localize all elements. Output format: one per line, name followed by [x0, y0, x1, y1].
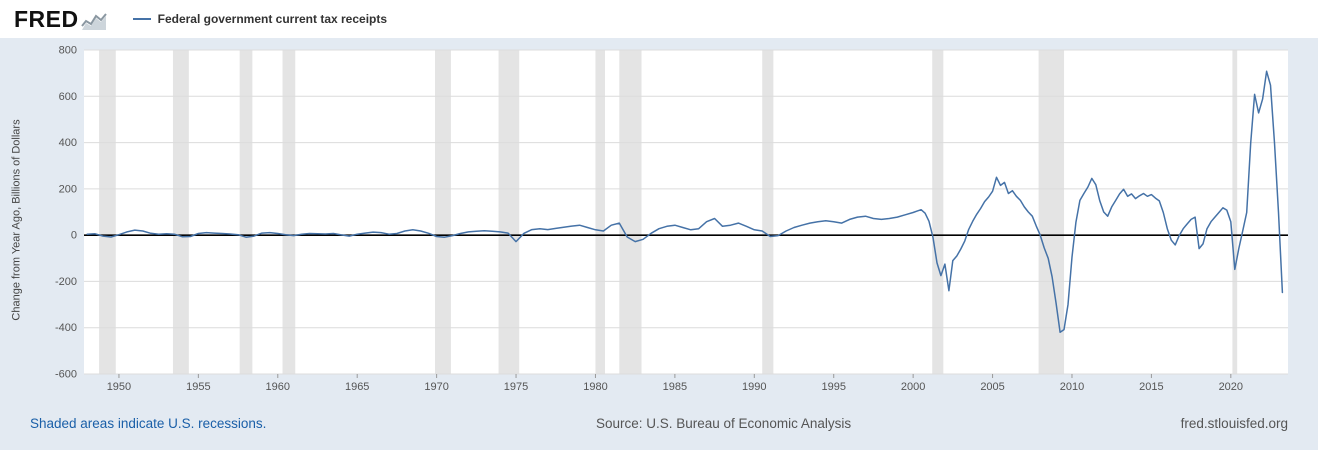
recession-band [595, 50, 605, 374]
source-text: Source: U.S. Bureau of Economic Analysis [595, 415, 852, 431]
y-tick-label: 600 [59, 91, 77, 103]
recession-band [762, 50, 774, 374]
chart-region: Change from Year Ago, Billions of Dollar… [0, 38, 1318, 402]
y-axis-title-wrap: Change from Year Ago, Billions of Dollar… [0, 38, 34, 402]
x-tick-label: 2015 [1139, 381, 1163, 393]
x-tick-label: 1950 [107, 381, 131, 393]
x-tick-label: 1990 [742, 381, 766, 393]
recession-band [1038, 50, 1065, 374]
x-tick-label: 1965 [345, 381, 369, 393]
series-line [86, 70, 1284, 334]
legend-label: Federal government current tax receipts [157, 12, 388, 26]
x-tick-label: 1970 [424, 381, 448, 393]
recession-band [932, 50, 944, 374]
fred-url-link[interactable]: fred.stlouisfed.org [1180, 415, 1288, 431]
recession-band [498, 50, 520, 374]
legend-line-swatch [132, 18, 151, 20]
y-axis-title: Change from Year Ago, Billions of Dollar… [11, 119, 24, 321]
recession-band [282, 50, 296, 374]
fred-logo[interactable]: FRED [14, 5, 107, 32]
y-tick-label: -200 [55, 276, 77, 288]
y-tick-label: 800 [59, 45, 77, 57]
x-tick-label: 2000 [901, 381, 925, 393]
y-tick-label: -400 [55, 322, 77, 334]
recession-band [435, 50, 451, 374]
recession-band [619, 50, 642, 374]
x-tick-label: 1955 [186, 381, 210, 393]
recession-band [172, 50, 189, 374]
x-tick-label: 1975 [504, 381, 528, 393]
header: FRED Federal government current tax rece… [0, 0, 1318, 38]
y-tick-label: 200 [59, 183, 77, 195]
x-tick-label: 2005 [980, 381, 1004, 393]
x-tick-label: 1980 [583, 381, 607, 393]
plot-background [84, 50, 1288, 374]
recession-band [239, 50, 253, 374]
fred-logo-chart-icon [80, 12, 107, 30]
legend: Federal government current tax receipts [132, 12, 388, 26]
fred-logo-text: FRED [14, 5, 79, 32]
x-tick-label: 2010 [1060, 381, 1084, 393]
recession-band [99, 50, 116, 374]
y-tick-label: -600 [55, 369, 77, 381]
recession-band [1232, 50, 1238, 374]
x-tick-label: 1985 [663, 381, 687, 393]
footer: Shaded areas indicate U.S. recessions. S… [0, 402, 1318, 450]
x-tick-label: 1995 [821, 381, 845, 393]
x-tick-label: 1960 [266, 381, 290, 393]
y-tick-label: 400 [59, 137, 77, 149]
y-tick-label: 0 [71, 230, 77, 242]
recessions-note-link[interactable]: Shaded areas indicate U.S. recessions. [30, 415, 267, 431]
x-tick-label: 2020 [1219, 381, 1243, 393]
